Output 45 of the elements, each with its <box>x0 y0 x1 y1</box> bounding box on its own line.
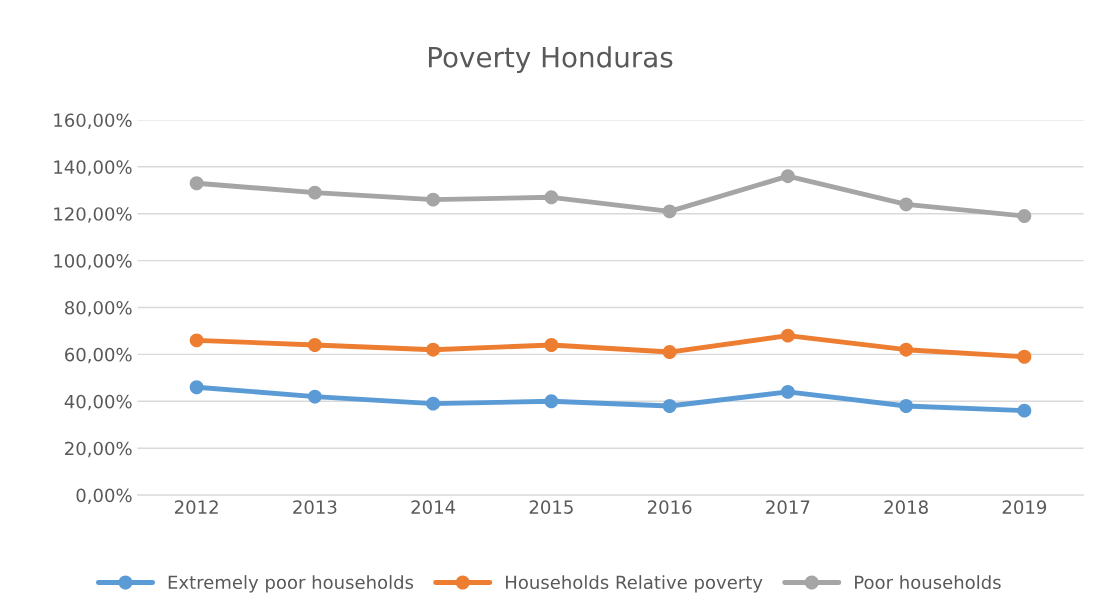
point <box>899 197 914 212</box>
y-tick-label: 60,00% <box>65 347 132 364</box>
point <box>544 394 559 409</box>
y-tick-label: 140,00% <box>54 160 132 176</box>
point <box>662 345 677 359</box>
point <box>1017 403 1032 418</box>
point <box>662 204 677 219</box>
legend-label: Poor households <box>855 575 1001 590</box>
x-tick-label: 2016 <box>647 500 692 514</box>
y-tick-label: 0,00% <box>76 488 132 505</box>
x-tick-label: 2017 <box>766 500 810 514</box>
point <box>307 185 322 200</box>
point <box>780 328 795 343</box>
point <box>1017 209 1032 223</box>
point <box>780 384 795 399</box>
x-tick-label: 2013 <box>293 500 337 514</box>
x-tick-label: 2014 <box>411 500 456 514</box>
x-tick-label: 2018 <box>884 500 928 514</box>
x-tick-label: 2015 <box>529 500 573 514</box>
point <box>189 333 204 348</box>
legend-label: Households Relative poverty <box>506 575 763 593</box>
x-tick-label: 2019 <box>1002 500 1047 514</box>
point <box>899 342 914 357</box>
y-tick-label: 100,00% <box>54 254 132 270</box>
y-tick-label: 20,00% <box>65 441 132 458</box>
x-tick-label: 2012 <box>174 500 218 514</box>
y-tick-label: 40,00% <box>64 394 132 411</box>
chart-title: Poverty Honduras <box>428 46 673 74</box>
point <box>899 399 914 413</box>
y-tick-label: 160,00% <box>54 113 132 129</box>
point <box>189 380 204 395</box>
point <box>544 190 559 205</box>
point <box>662 399 677 413</box>
y-tick-label: 80,00% <box>65 300 132 317</box>
point <box>307 389 322 404</box>
point <box>544 338 559 352</box>
point <box>780 169 795 184</box>
point <box>1017 349 1032 364</box>
legend-label: Extremely poor households <box>168 575 414 593</box>
point <box>307 338 322 352</box>
point <box>426 342 441 357</box>
y-tick-label: 120,00% <box>54 207 132 223</box>
point <box>189 176 204 191</box>
point <box>426 396 441 411</box>
point <box>426 192 441 207</box>
